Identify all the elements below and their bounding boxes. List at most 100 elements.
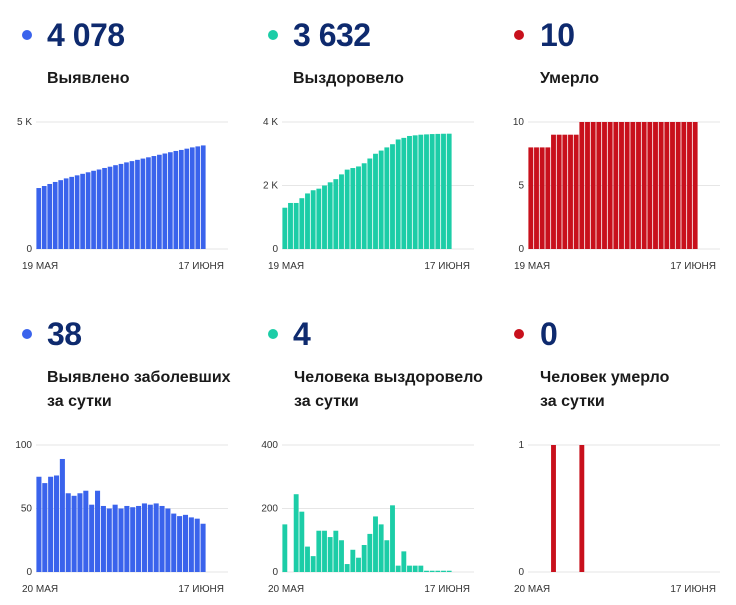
bar	[184, 148, 190, 249]
bar	[556, 134, 562, 249]
bar	[130, 507, 136, 572]
bar	[36, 476, 42, 572]
x-end-label: 17 ИЮНЯ	[178, 261, 224, 272]
bar	[140, 158, 146, 249]
chart-recovered: 0 2 K 4 K 19 МАЯ 17 ИЮНЯ	[263, 117, 474, 272]
bar	[401, 137, 407, 249]
bar	[658, 122, 664, 249]
bar	[171, 513, 177, 572]
bar	[384, 540, 390, 572]
bar	[288, 202, 293, 249]
bar	[562, 134, 568, 249]
y-tick-label: 0	[26, 244, 32, 255]
bar	[53, 475, 60, 572]
bar	[36, 188, 42, 249]
bar	[168, 152, 173, 249]
bar	[200, 523, 206, 572]
bar	[159, 505, 165, 572]
x-end-label: 17 ИЮНЯ	[424, 584, 470, 595]
bar	[310, 556, 316, 572]
bar	[118, 163, 124, 249]
daily-recovered-label-line2: за сутки	[294, 393, 359, 410]
x-start-label: 19 МАЯ	[514, 261, 550, 272]
bar	[69, 176, 74, 249]
bar	[551, 445, 556, 572]
bar	[630, 122, 636, 249]
daily-deaths-value: 0	[540, 316, 558, 352]
y-tick-label: 400	[261, 440, 278, 451]
bar	[299, 511, 305, 572]
bar	[687, 122, 692, 249]
bar	[107, 166, 113, 249]
daily-detected-value: 38	[47, 316, 82, 352]
chart-daily-detected: 0 50 100 20 МАЯ 17 ИЮНЯ	[15, 440, 228, 595]
recovered-label: Выздоровело	[293, 70, 404, 87]
bar	[424, 134, 429, 249]
detected-label: Выявлено	[47, 70, 130, 87]
bar	[424, 570, 429, 572]
bar	[129, 161, 135, 249]
daily-detected-label-line1: Выявлено заболевших	[47, 369, 231, 386]
bar	[118, 508, 124, 572]
bar	[316, 188, 322, 249]
bar	[59, 458, 65, 572]
recovered-total-value: 3 632	[293, 17, 371, 53]
panel-dot	[514, 30, 524, 40]
bar	[162, 153, 168, 249]
bar	[647, 122, 653, 249]
bar	[189, 147, 195, 249]
bar	[71, 495, 77, 572]
y-tick-label: 10	[513, 117, 525, 128]
bar	[316, 530, 322, 572]
bar	[124, 505, 130, 572]
bar	[147, 504, 153, 572]
y-tick-label: 0	[518, 244, 524, 255]
x-start-label: 19 МАЯ	[22, 261, 58, 272]
bar	[429, 570, 435, 572]
bar	[378, 150, 384, 249]
bar	[551, 134, 556, 249]
panel-dot	[22, 329, 32, 339]
bar	[350, 549, 356, 572]
x-start-label: 20 МАЯ	[22, 584, 58, 595]
bar	[602, 122, 607, 249]
bar	[151, 156, 157, 249]
bar	[85, 172, 91, 249]
bar	[528, 147, 534, 249]
bar	[89, 504, 95, 572]
bar	[327, 537, 333, 572]
y-tick-label: 0	[272, 567, 278, 578]
bar	[63, 178, 69, 249]
daily-recovered-value: 4	[293, 316, 311, 352]
bar	[579, 122, 585, 249]
y-tick-label: 200	[261, 504, 278, 515]
y-tick-label: 100	[15, 440, 32, 451]
bar	[350, 168, 356, 249]
bar	[305, 546, 310, 572]
bar	[412, 135, 418, 249]
bar	[322, 530, 327, 572]
deaths-total-value: 10	[540, 17, 575, 53]
bar	[418, 565, 424, 572]
bar	[613, 122, 619, 249]
panel-dot	[268, 329, 278, 339]
bar	[579, 445, 585, 572]
bar	[48, 476, 54, 572]
daily-deaths-label-line2: за сутки	[540, 393, 605, 410]
bar	[407, 565, 412, 572]
bar	[384, 147, 390, 249]
bar	[446, 570, 452, 572]
bar	[106, 508, 112, 572]
bar	[293, 494, 299, 572]
bar	[91, 170, 96, 249]
bar	[113, 165, 118, 249]
bar	[624, 122, 630, 249]
y-tick-label: 0	[272, 244, 278, 255]
y-tick-label: 50	[21, 504, 33, 515]
bar	[42, 483, 48, 572]
bar	[58, 180, 64, 249]
bar	[177, 516, 183, 572]
bar	[146, 157, 151, 249]
bar	[327, 182, 333, 249]
panel-dot	[22, 30, 32, 40]
